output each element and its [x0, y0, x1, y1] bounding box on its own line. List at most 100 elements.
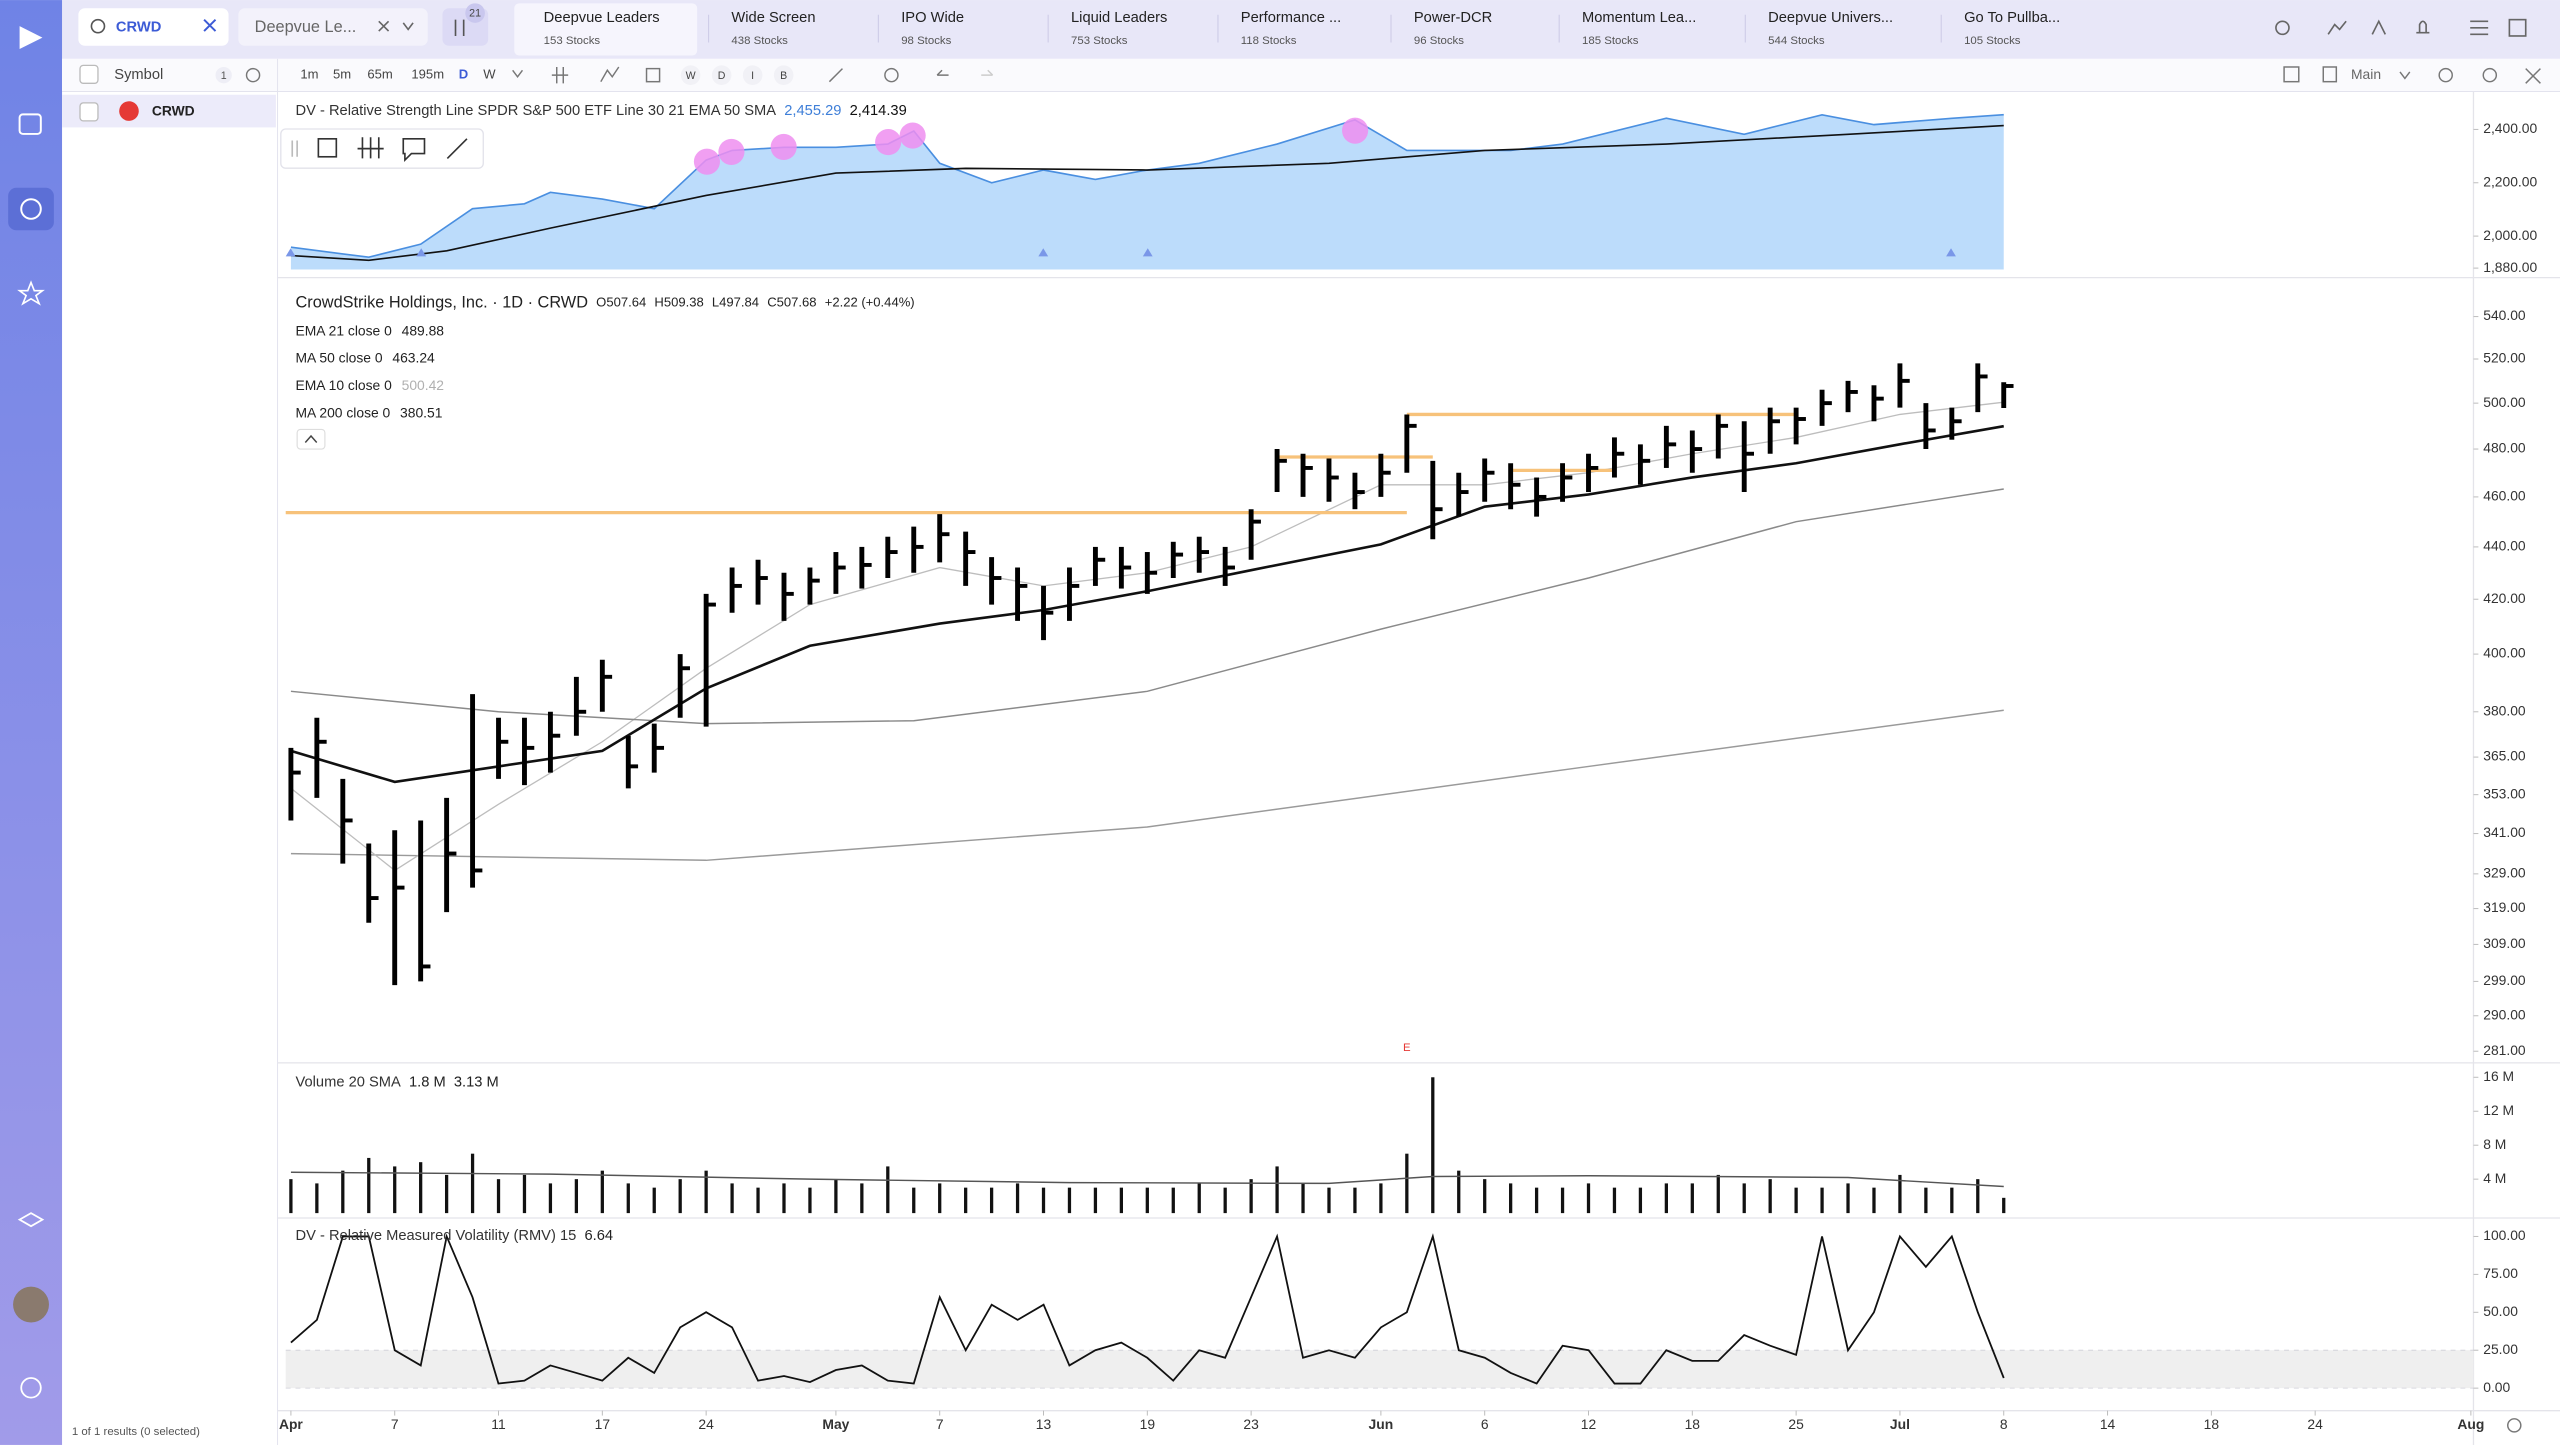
legend: MA 200 close 0 380.51 [296, 404, 443, 420]
eraser-icon[interactable] [828, 68, 843, 83]
bar-mode[interactable]: B [780, 70, 787, 82]
tab-name[interactable]: Liquid Leaders [1071, 10, 1167, 26]
tab-count[interactable]: 118 Stocks [1241, 35, 1297, 47]
dropdown-icon[interactable] [402, 22, 414, 31]
redo-icon[interactable] [981, 69, 994, 76]
tab-name[interactable]: Wide Screen [731, 10, 815, 26]
interval[interactable]: 195m [411, 67, 444, 82]
tab-count[interactable]: 153 Stocks [544, 35, 601, 47]
tab-name[interactable]: Deepvue Univers... [1768, 10, 1893, 26]
avatar[interactable] [13, 1286, 49, 1323]
alert-marker[interactable] [1342, 117, 1369, 144]
volume-bar [860, 1183, 864, 1214]
x-tick-label: 25 [1788, 1416, 1804, 1432]
tab-count[interactable]: 105 Stocks [1964, 35, 2021, 47]
alert-marker[interactable] [770, 133, 797, 161]
list-icon[interactable] [2470, 20, 2489, 36]
nav-icon[interactable] [20, 198, 42, 220]
line-icon[interactable] [600, 66, 620, 83]
fullscreen-icon[interactable] [2525, 68, 2541, 84]
interval[interactable]: 65m [367, 67, 393, 82]
tab-name[interactable]: Performance ... [1241, 10, 1341, 26]
tab-name[interactable]: Go To Pullba... [1964, 10, 2060, 26]
x-tick-label: 18 [2204, 1416, 2220, 1432]
bar-mode[interactable]: I [751, 70, 754, 82]
search-box[interactable] [78, 8, 229, 46]
column-header[interactable]: Symbol [114, 67, 163, 83]
share-icon[interactable] [2275, 20, 2290, 36]
tab-count[interactable]: 753 Stocks [1071, 35, 1128, 47]
nav-active[interactable] [8, 187, 54, 231]
alert-icon[interactable] [2416, 20, 2430, 34]
layout-icon[interactable] [2283, 66, 2300, 83]
undo-icon[interactable] [936, 69, 949, 76]
alert-marker[interactable] [718, 138, 745, 165]
clear-icon[interactable] [378, 20, 390, 32]
interval[interactable]: D [459, 67, 468, 82]
alert-marker[interactable] [875, 129, 902, 156]
tab-name[interactable]: Deepvue Leaders [544, 10, 660, 26]
nav-icon[interactable] [17, 1212, 45, 1228]
nav-icon[interactable] [18, 113, 42, 135]
layout-name[interactable]: Main [2351, 66, 2381, 82]
nav-icon[interactable] [17, 280, 45, 306]
tab-selected[interactable] [514, 3, 698, 56]
volume-bar [496, 1179, 501, 1214]
mode-button[interactable] [711, 65, 732, 85]
draw-icon[interactable] [2371, 19, 2387, 35]
rect-tool[interactable] [317, 138, 338, 158]
clear-icon[interactable] [203, 18, 217, 32]
volume-bar [1327, 1187, 1331, 1214]
tab-count[interactable]: 98 Stocks [901, 35, 951, 47]
save-icon[interactable] [2322, 66, 2338, 83]
triangle-marker [1946, 248, 1956, 257]
y-tick-label: 319.00 [2483, 899, 2526, 915]
bar-mode[interactable]: D [718, 70, 726, 82]
checkbox[interactable] [79, 102, 99, 122]
tab-name[interactable]: IPO Wide [901, 10, 964, 26]
settings-icon[interactable] [2507, 1418, 2522, 1433]
mode-button[interactable] [680, 65, 701, 85]
alert-marker[interactable] [693, 148, 720, 175]
dropdown-icon[interactable] [512, 69, 524, 79]
mode-button[interactable] [742, 65, 763, 85]
tab-count[interactable]: 544 Stocks [1768, 35, 1825, 47]
chart-icon[interactable] [2327, 20, 2347, 35]
x-tick-label: 7 [391, 1416, 399, 1432]
fib-tool[interactable] [357, 137, 384, 159]
toolbar-icons [512, 66, 2541, 1433]
drag-handle[interactable] [291, 140, 298, 157]
tab-name[interactable]: Power-DCR [1414, 10, 1492, 26]
band [285, 1350, 2474, 1389]
zoom-icon[interactable] [2438, 67, 2453, 83]
dropdown-icon[interactable] [2399, 71, 2411, 80]
settings-icon[interactable] [2482, 67, 2498, 83]
bar-mode[interactable]: W [686, 70, 696, 82]
y-tick-label: 2,000.00 [2483, 227, 2537, 243]
symbol[interactable]: CRWD [152, 103, 195, 119]
template-icon[interactable] [645, 67, 661, 83]
mode-button[interactable] [773, 65, 794, 85]
watchlist-select[interactable] [238, 8, 428, 46]
volume-bar [730, 1183, 734, 1214]
grid-icon[interactable] [2508, 18, 2527, 37]
interval[interactable]: W [483, 67, 496, 82]
watchlist-name[interactable]: Deepvue Le... [255, 18, 357, 36]
interval[interactable]: 1m [300, 67, 318, 82]
tab-count[interactable]: 438 Stocks [731, 35, 788, 47]
interval[interactable]: 5m [333, 67, 351, 82]
refresh-icon[interactable] [884, 67, 899, 83]
line-tool[interactable] [446, 138, 468, 159]
collapse-button[interactable] [296, 428, 326, 450]
search-text[interactable]: CRWD [116, 20, 161, 36]
note-tool[interactable] [402, 138, 426, 163]
tab-name[interactable]: Momentum Lea... [1582, 10, 1696, 26]
settings-icon[interactable] [245, 67, 261, 83]
tab-count[interactable]: 185 Stocks [1582, 35, 1639, 47]
checkbox[interactable] [79, 64, 99, 84]
indicator-icon[interactable] [551, 66, 569, 84]
alert-marker[interactable] [899, 122, 926, 149]
tab-count[interactable]: 96 Stocks [1414, 35, 1464, 47]
logo[interactable] [19, 26, 43, 50]
help-icon[interactable] [20, 1377, 42, 1399]
